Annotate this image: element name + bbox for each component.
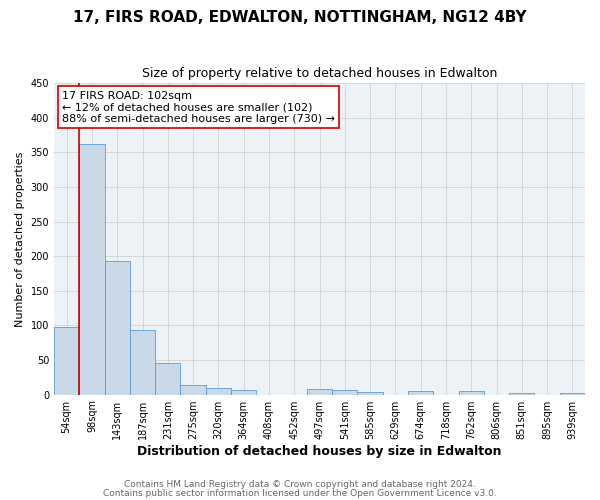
X-axis label: Distribution of detached houses by size in Edwalton: Distribution of detached houses by size … (137, 444, 502, 458)
Y-axis label: Number of detached properties: Number of detached properties (15, 151, 25, 326)
Bar (206, 388, 231, 394)
Bar (54, 328, 79, 394)
Bar (155, 364, 181, 394)
Bar (307, 389, 332, 394)
Text: Contains HM Land Registry data © Crown copyright and database right 2024.: Contains HM Land Registry data © Crown c… (124, 480, 476, 489)
Bar (104, 261, 130, 394)
Bar (332, 390, 358, 394)
Text: 17 FIRS ROAD: 102sqm
← 12% of detached houses are smaller (102)
88% of semi-deta: 17 FIRS ROAD: 102sqm ← 12% of detached h… (62, 91, 335, 124)
Bar (231, 390, 256, 394)
Bar (358, 392, 383, 394)
Bar (458, 391, 484, 394)
Bar (79, 144, 104, 395)
Bar (181, 385, 206, 394)
Bar (560, 393, 585, 394)
Text: Contains public sector information licensed under the Open Government Licence v3: Contains public sector information licen… (103, 488, 497, 498)
Bar (509, 392, 535, 394)
Title: Size of property relative to detached houses in Edwalton: Size of property relative to detached ho… (142, 68, 497, 80)
Bar (408, 391, 433, 394)
Bar (130, 330, 155, 394)
Text: 17, FIRS ROAD, EDWALTON, NOTTINGHAM, NG12 4BY: 17, FIRS ROAD, EDWALTON, NOTTINGHAM, NG1… (73, 10, 527, 25)
